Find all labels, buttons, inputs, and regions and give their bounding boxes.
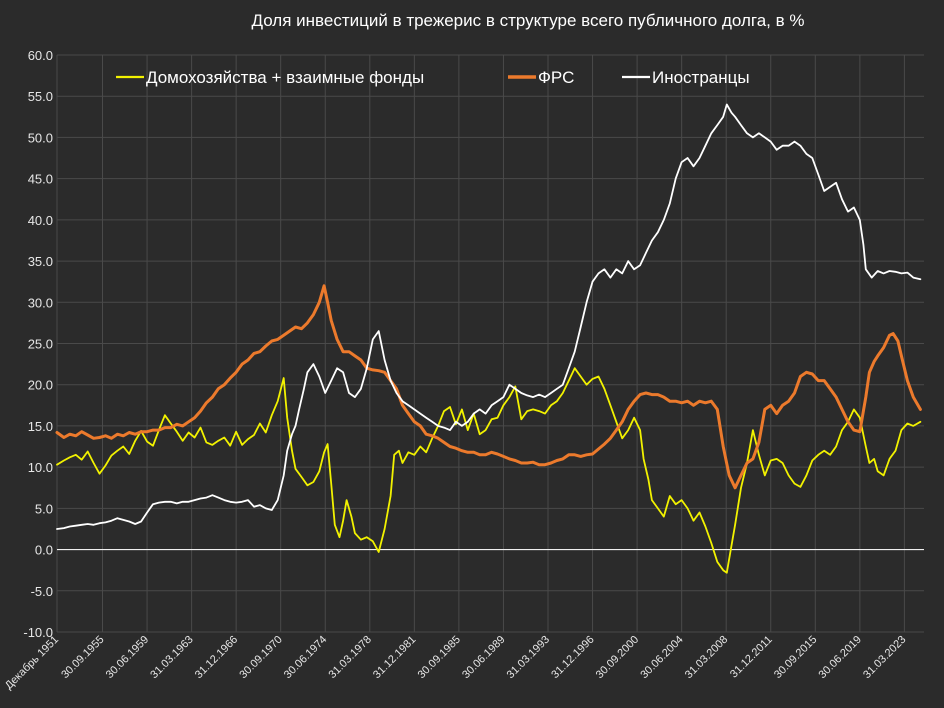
x-tick-label: 30.09.1970	[237, 634, 284, 681]
y-axis-ticks: -10.0 -5.0 0.0 5.0 10.0 15.0 20.0 25.0 30.0 35.0 4…	[23, 48, 53, 640]
series-line-0	[56, 367, 922, 574]
y-tick-label: 20.0	[28, 378, 53, 393]
series-line-2	[56, 103, 922, 530]
y-tick-label: 15.0	[28, 419, 53, 434]
x-tick-label: 31.12.2011	[728, 634, 775, 681]
x-tick-label: Декабрь 1951	[3, 634, 61, 692]
y-tick-label: 50.0	[28, 130, 53, 145]
x-tick-label: 30.06.2004	[638, 634, 685, 681]
y-tick-label: 0.0	[35, 543, 53, 558]
x-tick-label: 31.12.1966	[193, 634, 240, 681]
y-tick-label: 45.0	[28, 172, 53, 187]
x-tick-label: 31.03.1978	[327, 634, 374, 681]
legend: Домохозяйства + взаимные фонды ФРС Иностра…	[116, 68, 750, 87]
y-tick-label: 40.0	[28, 213, 53, 228]
gridlines	[56, 54, 924, 633]
chart-title: Доля инвестиций в трежерис в структуре в…	[252, 11, 805, 30]
x-tick-label: 30.06.1959	[104, 634, 151, 681]
x-tick-label: 30.06.1974	[282, 634, 329, 681]
x-tick-label: 30.09.1955	[59, 634, 106, 681]
x-tick-label: 31.03.1993	[505, 634, 552, 681]
x-tick-label: 30.09.2000	[594, 634, 641, 681]
x-tick-label: 30.06.2019	[817, 634, 864, 681]
x-tick-label: 31.03.2008	[683, 634, 730, 681]
x-tick-label: 31.12.1981	[371, 634, 418, 681]
y-tick-label: 10.0	[28, 460, 53, 475]
y-tick-label: 30.0	[28, 295, 53, 310]
y-tick-label: 55.0	[28, 89, 53, 104]
x-tick-label: 30.06.1989	[460, 634, 507, 681]
x-axis-ticks: Декабрь 195130.09.195530.06.195931.03.19…	[3, 634, 909, 692]
legend-label-0: Домохозяйства + взаимные фонды	[146, 68, 424, 87]
x-tick-label: 31.03.1963	[148, 634, 195, 681]
y-tick-label: 35.0	[28, 254, 53, 269]
legend-label-1: ФРС	[538, 68, 574, 87]
y-tick-label: 60.0	[28, 48, 53, 63]
y-tick-label: -5.0	[31, 584, 53, 599]
y-tick-label: -10.0	[23, 625, 53, 640]
y-tick-label: 25.0	[28, 337, 53, 352]
series-line-1	[55, 284, 922, 490]
x-tick-label: 31.12.1996	[549, 634, 596, 681]
x-tick-label: 30.09.1985	[416, 634, 463, 681]
series-lines	[55, 103, 922, 574]
legend-label-2: Иностранцы	[652, 68, 750, 87]
x-tick-label: 31.03.2023	[861, 634, 908, 681]
x-tick-label: 30.09.2015	[772, 634, 819, 681]
y-tick-label: 5.0	[35, 501, 53, 516]
